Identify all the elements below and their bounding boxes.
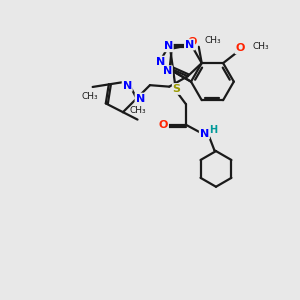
Text: O: O <box>159 120 168 130</box>
Text: N: N <box>136 94 145 103</box>
Text: O: O <box>236 43 245 53</box>
Text: N: N <box>200 128 209 139</box>
Text: N: N <box>123 81 132 91</box>
Text: N: N <box>156 57 165 67</box>
Text: N: N <box>163 66 172 76</box>
Text: CH₃: CH₃ <box>129 106 146 115</box>
Text: H: H <box>209 125 218 135</box>
Text: CH₃: CH₃ <box>205 36 221 45</box>
Text: S: S <box>173 84 181 94</box>
Text: O: O <box>188 37 197 47</box>
Text: CH₃: CH₃ <box>253 42 269 51</box>
Text: CH₃: CH₃ <box>81 92 98 101</box>
Text: N: N <box>164 41 173 51</box>
Text: N: N <box>185 40 194 50</box>
